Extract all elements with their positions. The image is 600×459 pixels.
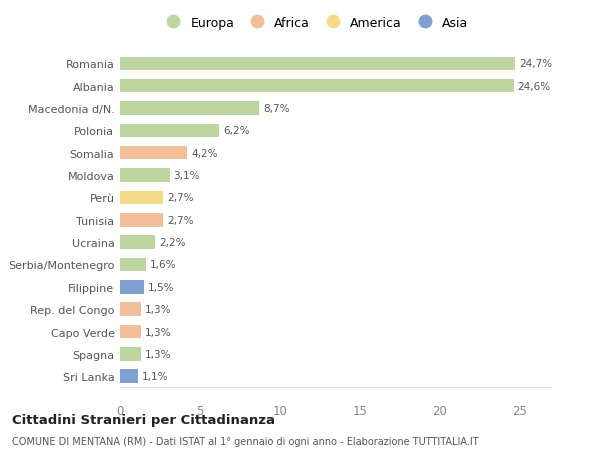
Text: 1,1%: 1,1% xyxy=(142,371,168,381)
Bar xyxy=(120,369,137,383)
Bar xyxy=(120,213,163,227)
Bar xyxy=(120,347,141,361)
Text: 3,1%: 3,1% xyxy=(173,171,200,181)
Text: Cittadini Stranieri per Cittadinanza: Cittadini Stranieri per Cittadinanza xyxy=(12,413,275,426)
Bar xyxy=(120,80,514,93)
Bar xyxy=(120,303,141,316)
Text: 2,7%: 2,7% xyxy=(167,193,194,203)
Text: 1,5%: 1,5% xyxy=(148,282,175,292)
Text: 1,3%: 1,3% xyxy=(145,304,172,314)
Bar xyxy=(120,57,515,71)
Text: 6,2%: 6,2% xyxy=(223,126,250,136)
Bar xyxy=(120,280,144,294)
Bar xyxy=(120,236,155,249)
Text: 4,2%: 4,2% xyxy=(191,148,218,158)
Text: 1,3%: 1,3% xyxy=(145,349,172,359)
Bar xyxy=(120,124,219,138)
Bar xyxy=(120,169,170,182)
Bar xyxy=(120,325,141,338)
Bar xyxy=(120,147,187,160)
Text: 24,6%: 24,6% xyxy=(518,82,551,91)
Text: COMUNE DI MENTANA (RM) - Dati ISTAT al 1° gennaio di ogni anno - Elaborazione TU: COMUNE DI MENTANA (RM) - Dati ISTAT al 1… xyxy=(12,436,479,446)
Text: 2,7%: 2,7% xyxy=(167,215,194,225)
Text: 1,3%: 1,3% xyxy=(145,327,172,337)
Bar xyxy=(120,191,163,205)
Text: 8,7%: 8,7% xyxy=(263,104,290,114)
Legend: Europa, Africa, America, Asia: Europa, Africa, America, Asia xyxy=(155,12,473,35)
Text: 24,7%: 24,7% xyxy=(519,59,553,69)
Text: 2,2%: 2,2% xyxy=(159,238,186,247)
Text: 1,6%: 1,6% xyxy=(149,260,176,270)
Bar xyxy=(120,258,146,272)
Bar xyxy=(120,102,259,116)
